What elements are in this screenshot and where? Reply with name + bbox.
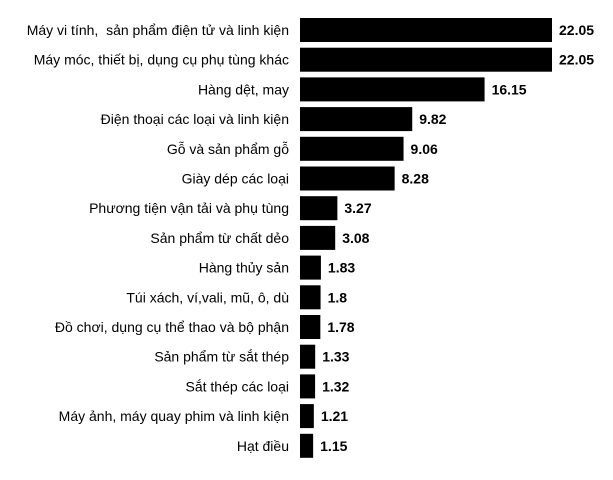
bar xyxy=(300,285,321,310)
value-label: 22.05 xyxy=(559,22,594,38)
category-label: Hàng thủy sản xyxy=(199,260,289,276)
bar xyxy=(300,255,321,280)
category-label: Giày dép các loại xyxy=(182,171,289,187)
bar xyxy=(300,196,338,221)
value-label: 1.21 xyxy=(321,408,348,424)
value-label: 1.8 xyxy=(328,289,348,305)
value-label: 1.78 xyxy=(327,319,354,335)
value-label: 22.05 xyxy=(559,52,594,68)
bar xyxy=(300,47,552,72)
bar xyxy=(300,344,316,369)
bar xyxy=(300,225,336,250)
bar xyxy=(300,166,395,191)
category-label: Đồ chơi, dụng cụ thể thao và bộ phận xyxy=(55,319,289,335)
value-label: 9.82 xyxy=(419,111,446,127)
value-label: 16.15 xyxy=(492,81,527,97)
category-label: Máy ảnh, máy quay phim và linh kiện xyxy=(59,408,289,424)
bar xyxy=(300,107,413,132)
bar xyxy=(300,77,485,102)
value-label: 8.28 xyxy=(402,171,429,187)
value-label: 1.33 xyxy=(322,349,349,365)
category-label: Phương tiện vận tải và phụ tùng xyxy=(89,200,289,216)
value-label: 1.15 xyxy=(320,438,347,454)
value-label: 9.06 xyxy=(411,141,438,157)
category-label: Gỗ và sản phẩm gỗ xyxy=(167,141,289,157)
category-label: Sản phẩm từ sắt thép xyxy=(154,349,289,365)
category-label: Túi xách, ví,vali, mũ, ô, dù xyxy=(126,289,289,305)
bar xyxy=(300,404,314,429)
value-label: 1.83 xyxy=(328,260,355,276)
category-label: Máy vi tính, sản phẩm điện tử và linh ki… xyxy=(27,22,289,38)
category-label: Sản phẩm từ chất dẻo xyxy=(150,230,289,246)
category-label: Sắt thép các loại xyxy=(185,378,289,394)
category-label: Điện thoại các loại và linh kiện xyxy=(101,111,289,127)
category-label: Hàng dệt, may xyxy=(198,81,289,97)
value-label: 3.08 xyxy=(342,230,369,246)
value-label: 3.27 xyxy=(344,200,371,216)
value-label: 1.32 xyxy=(322,378,349,394)
bar xyxy=(300,136,404,161)
bar xyxy=(300,18,552,42)
category-label: Máy móc, thiết bị, dụng cụ phụ tùng khác xyxy=(34,52,289,68)
bar xyxy=(300,315,321,339)
bar xyxy=(300,433,314,458)
category-label: Hạt điều xyxy=(237,438,289,454)
bar xyxy=(300,374,316,399)
